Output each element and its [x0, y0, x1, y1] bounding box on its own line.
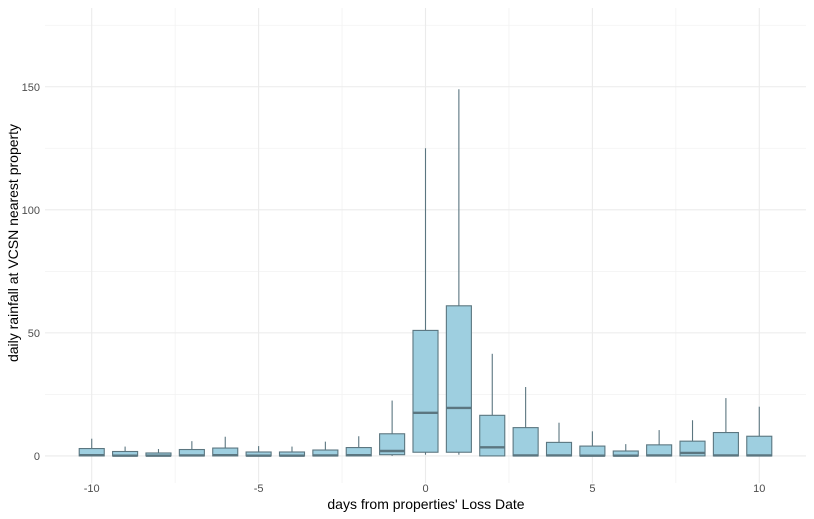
boxplot: [445, 89, 472, 455]
boxplot: [712, 398, 739, 457]
boxplot: [479, 353, 506, 457]
boxplot: [545, 422, 573, 457]
boxplots: [78, 89, 773, 457]
boxplot: [579, 431, 606, 457]
y-axis-title: daily rainfall at VCSN nearest property: [5, 124, 21, 362]
box-body: [445, 305, 472, 453]
boxplot: [646, 430, 673, 457]
boxplot: [312, 441, 339, 457]
y-tick-label: 0: [34, 451, 40, 463]
y-tick-label: 100: [22, 205, 40, 217]
box-body: [712, 431, 739, 457]
boxplot: [112, 446, 139, 457]
box-body: [379, 433, 406, 456]
boxplot: [612, 444, 639, 457]
boxplot: [145, 449, 172, 457]
boxplot: [345, 436, 372, 457]
y-tick-label: 150: [22, 82, 40, 94]
x-tick-label: -5: [254, 483, 264, 495]
boxplot: [512, 387, 539, 457]
x-axis-ticks: -10 -5 0 5 10: [84, 483, 766, 495]
y-tick-label: 50: [28, 328, 40, 340]
boxplot: [746, 406, 773, 457]
box-body: [412, 329, 439, 453]
boxplot: [78, 438, 105, 457]
box-body: [545, 441, 573, 457]
boxplot: [679, 420, 706, 457]
x-tick-label: 5: [589, 483, 595, 495]
box-body: [479, 414, 506, 457]
x-tick-label: 0: [422, 483, 428, 495]
boxplot: [178, 441, 205, 457]
y-axis-ticks: 0 50 100 150: [22, 82, 40, 463]
boxplot: [245, 446, 272, 457]
box-body: [512, 427, 539, 457]
x-axis-title: days from properties' Loss Date: [327, 496, 524, 512]
x-tick-label: 10: [753, 483, 765, 495]
boxplot: [278, 446, 306, 457]
boxplot: [412, 148, 439, 455]
box-body: [579, 445, 606, 457]
grid: [45, 8, 806, 483]
boxplot: [379, 400, 406, 456]
x-tick-label: -10: [84, 483, 100, 495]
box-body: [746, 435, 773, 457]
boxplot: [212, 436, 239, 457]
